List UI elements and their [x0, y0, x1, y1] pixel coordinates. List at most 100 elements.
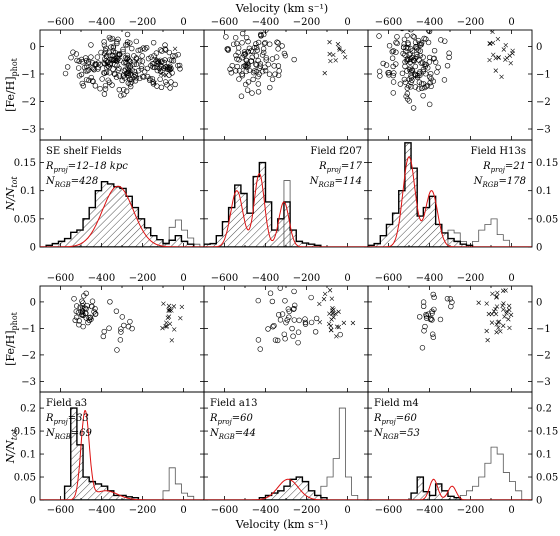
- circle-point: [260, 46, 267, 52]
- count-tick-label: 0.1: [536, 450, 552, 461]
- circle-point: [255, 89, 262, 95]
- circle-point: [91, 309, 97, 315]
- field-name: Field a13: [210, 398, 258, 409]
- cross-point: [493, 68, 499, 73]
- feh-axis-title: [Fe/H]phot: [4, 311, 19, 366]
- circle-point: [274, 337, 281, 344]
- cross-point: [508, 312, 514, 318]
- count-tick-label: 0: [30, 496, 36, 507]
- circle-point: [410, 33, 416, 39]
- field-name: Field m4: [374, 398, 419, 409]
- velocity-tick-label: −600: [47, 273, 74, 284]
- circle-point: [412, 71, 418, 77]
- circle-point: [417, 52, 423, 59]
- hatched-histogram: [204, 476, 368, 500]
- circle-point: [420, 299, 427, 305]
- panel-6: −600 −600 −400 −400 −200 −200 0 0 0 −1 −2 −3 0 0.05 0.…: [367, 273, 558, 516]
- velocity-tick-label: −400: [252, 505, 279, 516]
- circle-point: [116, 86, 122, 93]
- circle-point: [129, 325, 135, 332]
- velocity-tick-label: 0: [344, 17, 350, 28]
- circle-point: [103, 53, 110, 59]
- cross-point: [160, 325, 165, 331]
- circle-point: [166, 72, 172, 78]
- circle-point: [296, 317, 302, 324]
- circle-point: [107, 299, 113, 305]
- circle-point: [239, 30, 246, 37]
- circle-point: [79, 306, 86, 312]
- bottom-velocity-axis-title: Velocity (km s⁻¹): [235, 518, 328, 531]
- circle-point: [449, 299, 455, 305]
- circle-point: [271, 63, 277, 69]
- circle-point: [302, 316, 308, 322]
- cross-point: [328, 323, 333, 329]
- velocity-tick-label: −200: [293, 273, 320, 284]
- circle-point: [106, 325, 112, 331]
- circle-point: [428, 76, 434, 82]
- circle-point: [107, 36, 114, 42]
- circle-point: [386, 72, 392, 78]
- circle-point: [157, 47, 164, 53]
- circle-point: [390, 79, 397, 85]
- velocity-tick-label: −400: [416, 505, 443, 516]
- count-tick-label: 0.1: [20, 450, 36, 461]
- circle-point: [81, 293, 87, 299]
- cross-point: [490, 30, 495, 35]
- circle-point: [101, 39, 107, 45]
- model-curve: [368, 478, 532, 500]
- circle-point: [117, 337, 124, 343]
- circle-point: [273, 54, 280, 60]
- circle-point: [79, 80, 85, 87]
- circle-point: [386, 43, 393, 49]
- velocity-tick-label: −600: [47, 17, 74, 28]
- circle-point: [260, 49, 267, 56]
- circle-point: [446, 54, 452, 60]
- circle-point: [97, 86, 103, 92]
- circle-point: [137, 75, 143, 82]
- velocity-tick-label: −600: [375, 17, 402, 28]
- circle-point: [438, 37, 444, 43]
- circle-point: [150, 39, 157, 46]
- circle-point: [135, 47, 141, 54]
- circle-point: [389, 48, 395, 55]
- cross-point: [337, 45, 342, 51]
- circle-point: [291, 317, 298, 323]
- circle-point: [81, 64, 88, 71]
- circle-point: [250, 69, 257, 76]
- circle-point: [144, 73, 151, 80]
- circle-point: [150, 64, 156, 70]
- histogram-marks: [204, 407, 368, 500]
- circle-point: [270, 323, 276, 330]
- circle-point: [74, 303, 80, 309]
- circle-point: [118, 92, 124, 99]
- circle-point: [308, 319, 315, 326]
- circle-point: [420, 68, 426, 75]
- count-tick-label: 0: [536, 243, 542, 254]
- cross-point: [510, 48, 515, 53]
- circle-point: [101, 70, 107, 76]
- cross-point: [327, 51, 332, 57]
- cross-point: [156, 57, 161, 62]
- circle-point: [91, 66, 97, 73]
- circle-point: [262, 64, 268, 70]
- nrgb-label: NRGB=44: [209, 428, 256, 441]
- cross-point: [499, 74, 504, 79]
- feh-tick-label: −3: [21, 125, 36, 136]
- circle-point: [404, 32, 410, 39]
- cross-point: [500, 288, 506, 293]
- circle-point: [434, 69, 440, 75]
- velocity-tick-label: 0: [508, 17, 514, 28]
- circle-point: [151, 53, 157, 59]
- circle-point: [279, 311, 286, 317]
- circle-point: [154, 83, 160, 89]
- circle-point: [131, 53, 137, 59]
- velocity-tick-label: −600: [211, 273, 238, 284]
- circle-point: [337, 331, 343, 338]
- feh-tick-label: −2: [21, 97, 36, 108]
- circle-point: [276, 312, 282, 318]
- histogram-marks: [204, 161, 368, 247]
- circle-point: [170, 58, 177, 64]
- circle-point: [99, 76, 105, 82]
- circle-point: [428, 316, 434, 322]
